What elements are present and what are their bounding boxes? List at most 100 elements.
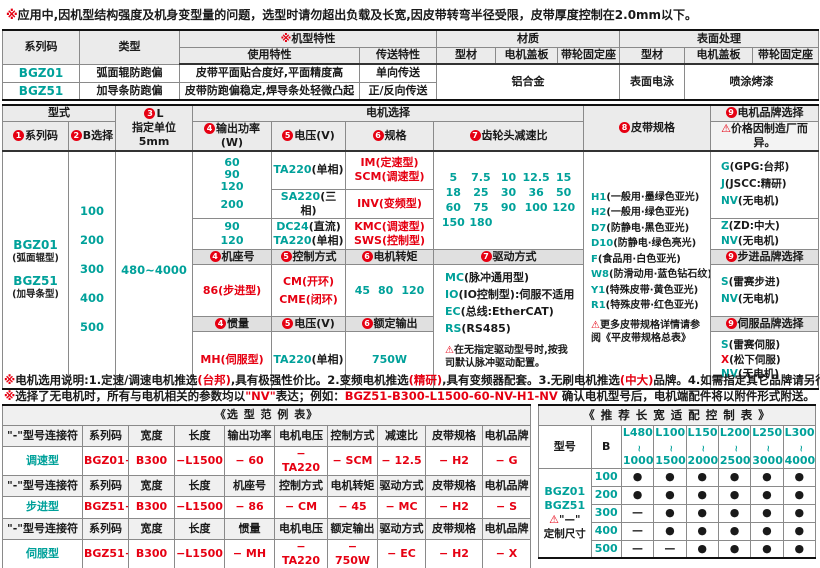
material-value: 铝合金 <box>436 63 621 101</box>
num-7-icon: 7 <box>469 129 481 141</box>
tilde-icon: ~ <box>762 444 773 452</box>
belt-h1: H1(一般用·墨绿色亚光) <box>591 191 700 203</box>
tilde-icon: ~ <box>697 444 708 452</box>
num-3-icon: 3 <box>144 107 156 119</box>
num-4-icon: 4 <box>209 251 221 262</box>
series-code-bgz51: BGZ51 <box>2 81 80 101</box>
transfer-bgz01: 单向传送 <box>358 63 438 83</box>
feature-mark: ※ <box>280 31 292 45</box>
spec-fixed-adj: IM(定速型) SCM(调速型) <box>345 150 434 190</box>
subheader-voltage2: 5 电压(V) <box>271 316 346 332</box>
use-feature-bgz01: 皮带平面贴合度好,平面精度高 <box>179 63 360 83</box>
num-1-icon: 1 <box>13 129 24 141</box>
example-header-row: "-"型号连接符 系列码 宽度 长度 输出功率 电机电压 控制方式 减速比 皮带规格 电机品牌 <box>2 424 532 447</box>
brand-group-ac: G(GPG:台邦) J(JSCC:精研) NV(无电机) <box>710 150 819 219</box>
belt-note: ⚠更多皮带规格详情请参阅《平皮带规格总表》 <box>591 319 700 344</box>
subheader-control-mode: 5 控制方式 <box>271 249 346 265</box>
num-6-icon: 6 <box>372 129 384 141</box>
stepper-frame-value: 86(步进型) <box>192 264 272 317</box>
stepper-torque-values: 45 80 120 <box>345 264 434 317</box>
range-l1005-1500: L1005~1500 <box>653 424 687 469</box>
belt-f: F(食品用·白色亚光) <box>591 253 681 265</box>
no-motor-note: ※选择了无电机时，所有与电机相关的参数均以"NV"表达；例如：BGZ51-B30… <box>4 389 815 403</box>
control-header-model: 型号 <box>538 424 592 469</box>
spec-header-profile: 型材 <box>436 46 497 65</box>
num-9-icon: 9 <box>725 251 737 262</box>
length-unit: 指定单位5mm <box>132 120 176 148</box>
drive-mc: MC(脉冲通用型) <box>445 271 530 284</box>
transfer-bgz51: 正/反向传送 <box>358 81 438 101</box>
gear-ratio-cell: 5 7.5 10 12.5 15 18 25 30 36 50 60 75 90 100 120 150… <box>433 150 584 250</box>
header-motor-selection: 电机选择 <box>192 104 584 122</box>
series-code-bgz01: BGZ01 <box>2 63 80 83</box>
drive-io: IO(IO控制型):伺服不适用 <box>445 288 575 301</box>
spec-header-pulley-seat2: 带轮固定座 <box>752 46 820 65</box>
subheader-stepper-brand: 9 步进品牌选择 <box>710 249 819 265</box>
control-header-b: B <box>590 424 622 469</box>
header-motor-brand: 9 电机品牌选择 <box>710 104 819 122</box>
type-bgz01: 弧面辊防跑偏 <box>79 63 180 83</box>
stepper-control-values: CM(开环) CME(闭环) <box>271 264 346 317</box>
motor-selection-note: ※电机选用说明:1.定速/调速电机推选(台邦),具有极强性价比。2.变频电机推选… <box>4 373 820 387</box>
spec-header-surface: 表面处理 <box>619 29 820 48</box>
belt-spec-cell: H1(一般用·墨绿色亚光) H2(一般用·绿色亚光) D7(防静电·黑色亚光) … <box>583 150 711 389</box>
spec-header-pulley-seat: 带轮固定座 <box>557 46 621 65</box>
header-series-code: 1 系列码 <box>2 120 69 152</box>
tilde-icon: ~ <box>665 444 676 452</box>
spec-header-transfer: 传送特性 <box>358 46 438 65</box>
belt-d10: D10(防静电·绿色亮光) <box>591 238 697 249</box>
drive-mode-cell: MC(脉冲通用型) IO(IO控制型):伺服不适用 EC(总线:EtherCAT… <box>433 264 584 389</box>
header-gear-ratio: 7 齿轮头减速比 <box>433 120 584 152</box>
belt-y1: Y1(特殊皮带·黄色亚光) <box>591 284 699 296</box>
range-l2005-2500: L2005~2500 <box>717 424 752 469</box>
spec-header-motor-cover: 电机盖板 <box>495 46 559 65</box>
warning-triangle-icon: ⚠ <box>591 319 600 331</box>
brand-price-note: ⚠价格因制造厂而异。 <box>710 120 819 152</box>
range-l480-1000: L480 ~1000 <box>620 424 655 469</box>
b-select-cell: 100 200 300 400 500 <box>68 150 116 389</box>
tilde-icon: ~ <box>633 444 644 452</box>
spec-header-series: 系列码 <box>2 29 80 65</box>
subheader-servo-brand: 9 伺服品牌选择 <box>710 316 819 332</box>
num-5-icon: 5 <box>282 129 294 141</box>
subheader-motor-torque: 6 电机转矩 <box>345 249 434 265</box>
num-8-icon: 8 <box>619 121 630 133</box>
control-row-400: 400 — ● ● ● ● ● <box>539 521 817 541</box>
voltage-dc: DC24(直流) TA220(单相) <box>271 218 346 250</box>
control-table: 《 推 荐 长 宽 适 配 控 制 表 》 型号 B L480 ~1000 L10… <box>538 404 817 559</box>
control-row-200: 200 ● ● ● ● ● ● <box>539 485 817 505</box>
belt-r1: R1(特殊皮带·红色亚光) <box>591 300 699 311</box>
warning-triangle-icon: ⚠ <box>549 512 559 526</box>
drive-rs: RS(RS485) <box>445 322 511 335</box>
spec-header-profile2: 型材 <box>619 46 686 65</box>
example-table-title: 《选 型 范 例 表》 <box>1 404 532 426</box>
brand-group-servo: S(雷赛伺服) X(松下伺服) NV(无电机) <box>710 331 819 389</box>
belt-d7: D7(防静电·黑色亚光) <box>591 222 690 234</box>
warning-triangle-icon: ⚠ <box>445 345 454 356</box>
header-spec: 6 规格 <box>345 120 434 152</box>
num-7-icon: 7 <box>480 251 492 262</box>
power-values-dc: 90 120 <box>192 218 272 250</box>
warning-triangle-icon: ⚠ <box>721 121 731 135</box>
tilde-icon: ~ <box>730 444 741 452</box>
num-4-icon: 4 <box>204 122 215 134</box>
subheader-rated-output: 6 额定输出 <box>345 316 434 332</box>
header-voltage: 5 电压(V) <box>271 120 346 152</box>
subheader-frame-size: 4 机座号 <box>192 249 272 265</box>
spec-inverter: INV(变频型) <box>345 189 434 219</box>
num-5-icon: 5 <box>280 251 292 262</box>
control-row-500: 500 — — ● ● ● ● <box>539 539 817 559</box>
control-header-row: 型号 B L480~1000 L1005~1500 L1505~2000 L20… <box>538 424 817 469</box>
belt-w8: W8(防滑动用·蓝色钻石纹) <box>591 269 711 280</box>
note-mark: ※ <box>6 8 18 22</box>
num-4-icon: 4 <box>215 318 226 329</box>
range-l3005-4000: L3005~4000 <box>782 424 817 469</box>
subheader-inertia: 4 惯量 <box>192 316 272 332</box>
spec-header-type: 类型 <box>79 29 180 65</box>
spec-header-feature: ※机型特性 <box>178 29 438 48</box>
series-code-cell: BGZ01 (弧面辊型) BGZ51 (加导条型) <box>2 150 69 389</box>
table-row: BGZ01 弧面辊防跑偏 皮带平面贴合度好,平面精度高 单向传送 铝合金 表面电… <box>2 63 820 101</box>
